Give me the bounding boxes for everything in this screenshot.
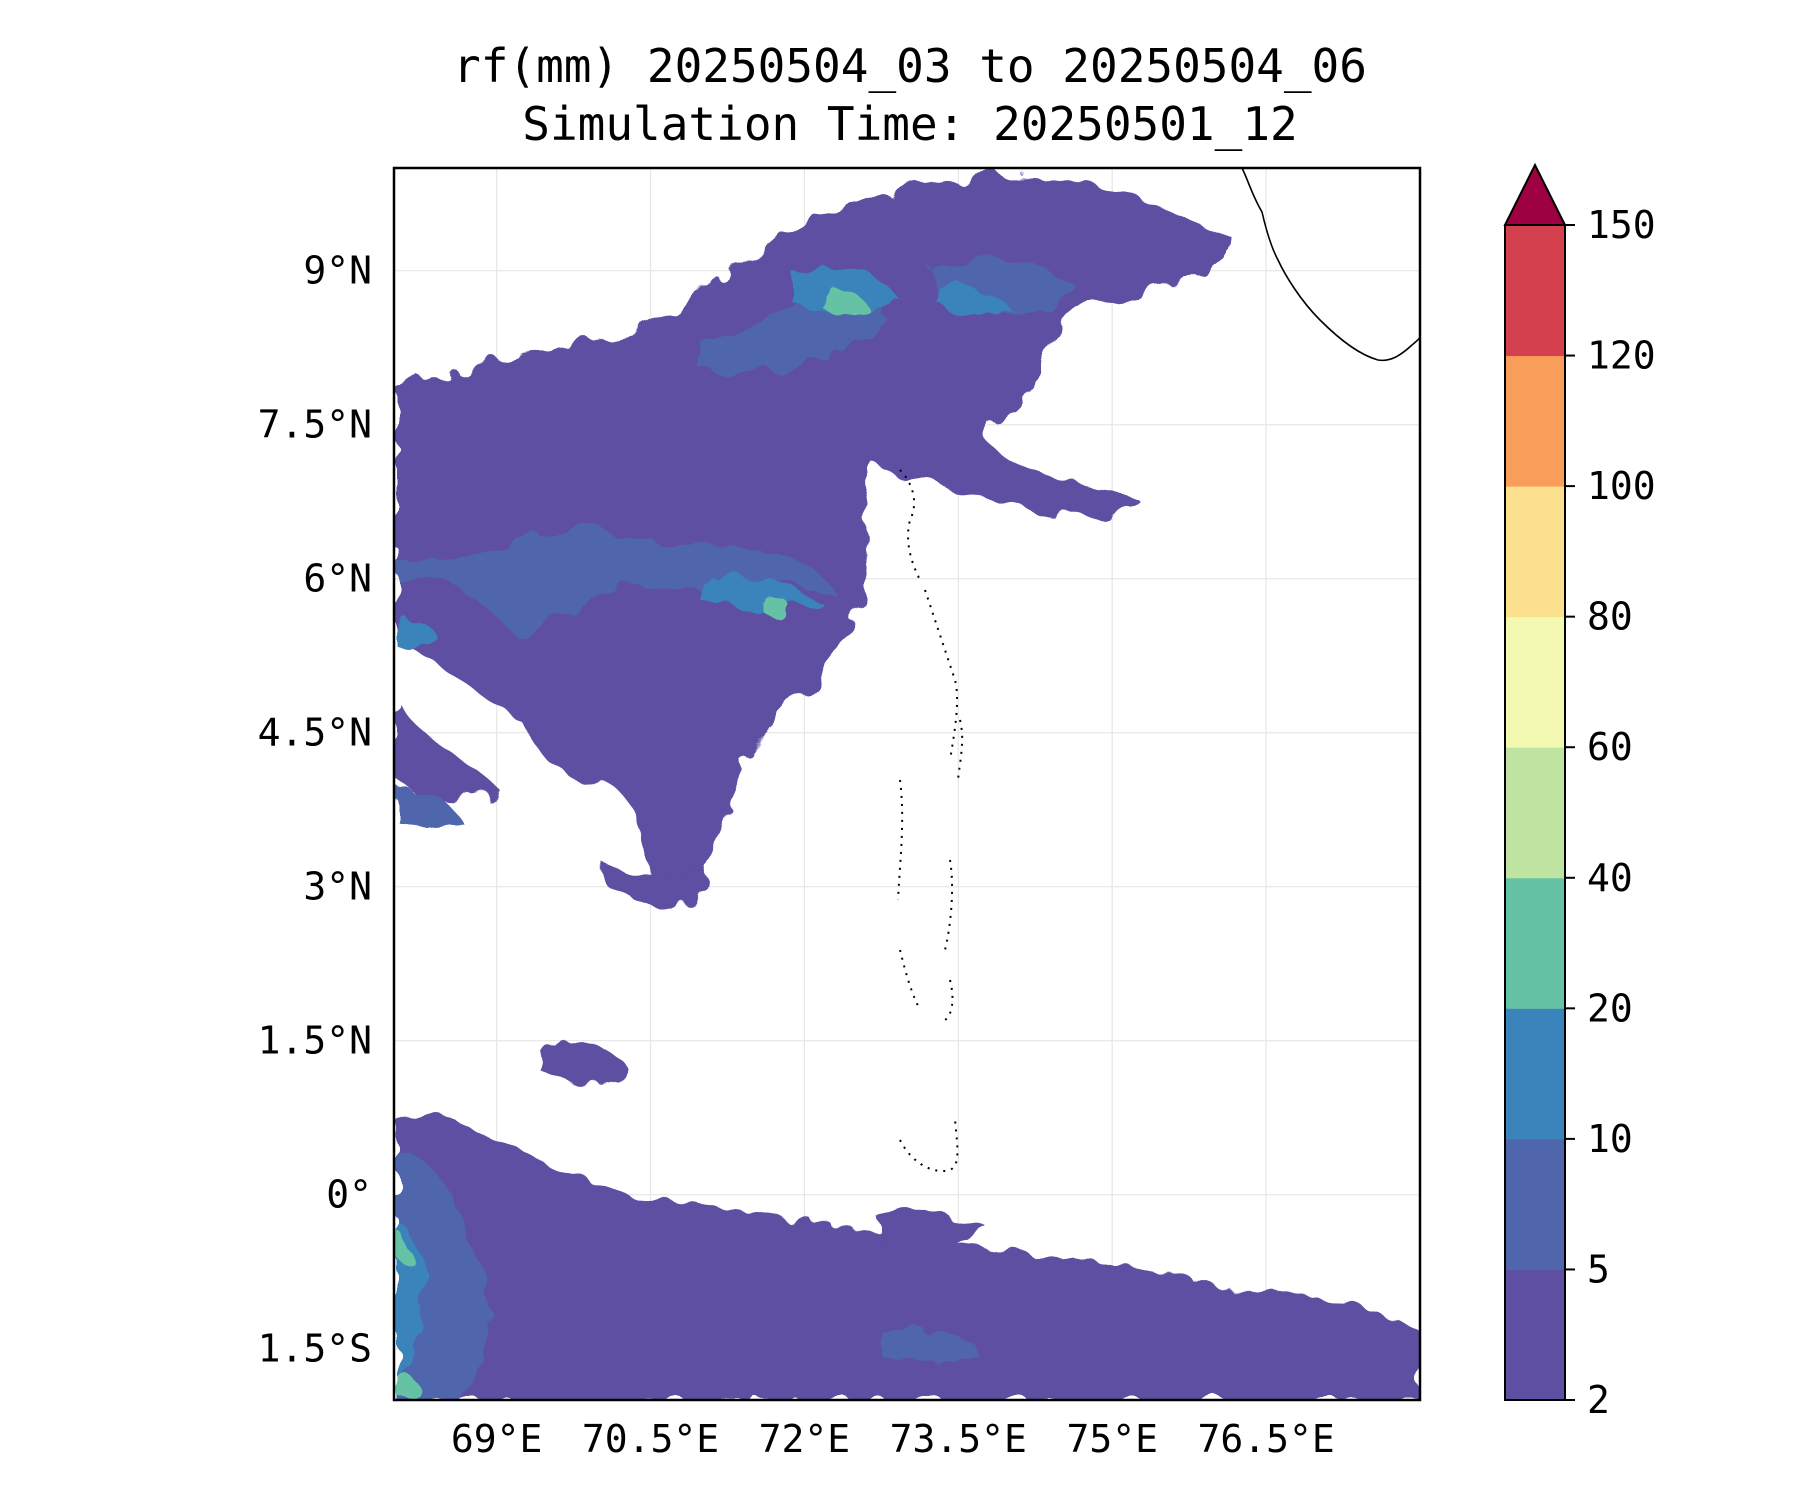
colorbar-segment bbox=[1505, 1138, 1565, 1270]
y-tick-label: 6°N bbox=[303, 557, 372, 601]
x-tick-label: 70.5°E bbox=[582, 1417, 719, 1461]
colorbar-label: 80 bbox=[1587, 595, 1633, 639]
y-tick-label: 9°N bbox=[303, 249, 372, 293]
colorbar-label: 100 bbox=[1587, 464, 1656, 508]
colorbar-segment bbox=[1505, 355, 1565, 487]
title-line-1: rf(mm) 20250504_03 to 20250504_06 bbox=[453, 39, 1367, 93]
y-tick-label: 0° bbox=[326, 1173, 372, 1217]
y-tick-label: 7.5°N bbox=[258, 403, 372, 447]
rain-band-south-inner bbox=[396, 1150, 980, 1400]
colorbar-label: 5 bbox=[1587, 1247, 1610, 1291]
y-tick-label: 3°N bbox=[303, 865, 372, 909]
colorbar-segment bbox=[1505, 225, 1565, 357]
rain-band-north bbox=[396, 174, 1230, 906]
colorbar-label: 10 bbox=[1587, 1117, 1633, 1161]
rain-band-south bbox=[396, 1039, 1420, 1400]
colorbar: 2 5 10 20 40 60 80 100 120 150 bbox=[1503, 162, 1656, 1422]
title-line-2: Simulation Time: 20250501_12 bbox=[522, 97, 1297, 151]
rainfall-field bbox=[396, 174, 1420, 1400]
map-frame bbox=[392, 166, 1422, 1402]
colorbar-label: 40 bbox=[1587, 856, 1633, 900]
x-tick-label: 72°E bbox=[759, 1417, 851, 1461]
rain-band-south-core bbox=[396, 1220, 424, 1385]
colorbar-frame bbox=[1504, 224, 1566, 1401]
colorbar-label: 60 bbox=[1587, 725, 1633, 769]
colorbar-segment bbox=[1505, 616, 1565, 748]
x-tick-label: 69°E bbox=[451, 1417, 543, 1461]
india-coastline bbox=[1241, 167, 1421, 362]
rain-band-south-peak bbox=[396, 1230, 417, 1396]
colorbar-segment bbox=[1505, 486, 1565, 618]
colorbar-label: 150 bbox=[1587, 203, 1656, 247]
y-tick-label: 4.5°N bbox=[258, 711, 372, 755]
colorbar-segment bbox=[1505, 747, 1565, 879]
colorbar-label: 120 bbox=[1587, 334, 1656, 378]
colorbar-segment bbox=[1505, 877, 1565, 1009]
x-tick-label: 73.5°E bbox=[890, 1417, 1027, 1461]
y-tick-label: 1.5°N bbox=[258, 1019, 372, 1063]
colorbar-label: 20 bbox=[1587, 986, 1633, 1030]
x-tick-label: 76.5°E bbox=[1197, 1417, 1334, 1461]
y-tick-label: 1.5°S bbox=[258, 1327, 372, 1371]
coastline bbox=[897, 167, 1421, 1172]
y-tick-labels: 9°N 7.5°N 6°N 4.5°N 3°N 1.5°N 0° 1.5°S bbox=[258, 249, 372, 1371]
maldives-atolls bbox=[897, 469, 964, 1172]
x-tick-labels: 69°E 70.5°E 72°E 73.5°E 75°E 76.5°E bbox=[451, 1417, 1335, 1461]
colorbar-extend-arrow bbox=[1503, 162, 1567, 226]
colorbar-segment bbox=[1505, 1269, 1565, 1401]
x-tick-label: 75°E bbox=[1066, 1417, 1158, 1461]
colorbar-segment bbox=[1505, 1008, 1565, 1140]
colorbar-label: 2 bbox=[1587, 1378, 1610, 1422]
rain-band-north-peak bbox=[760, 288, 870, 616]
